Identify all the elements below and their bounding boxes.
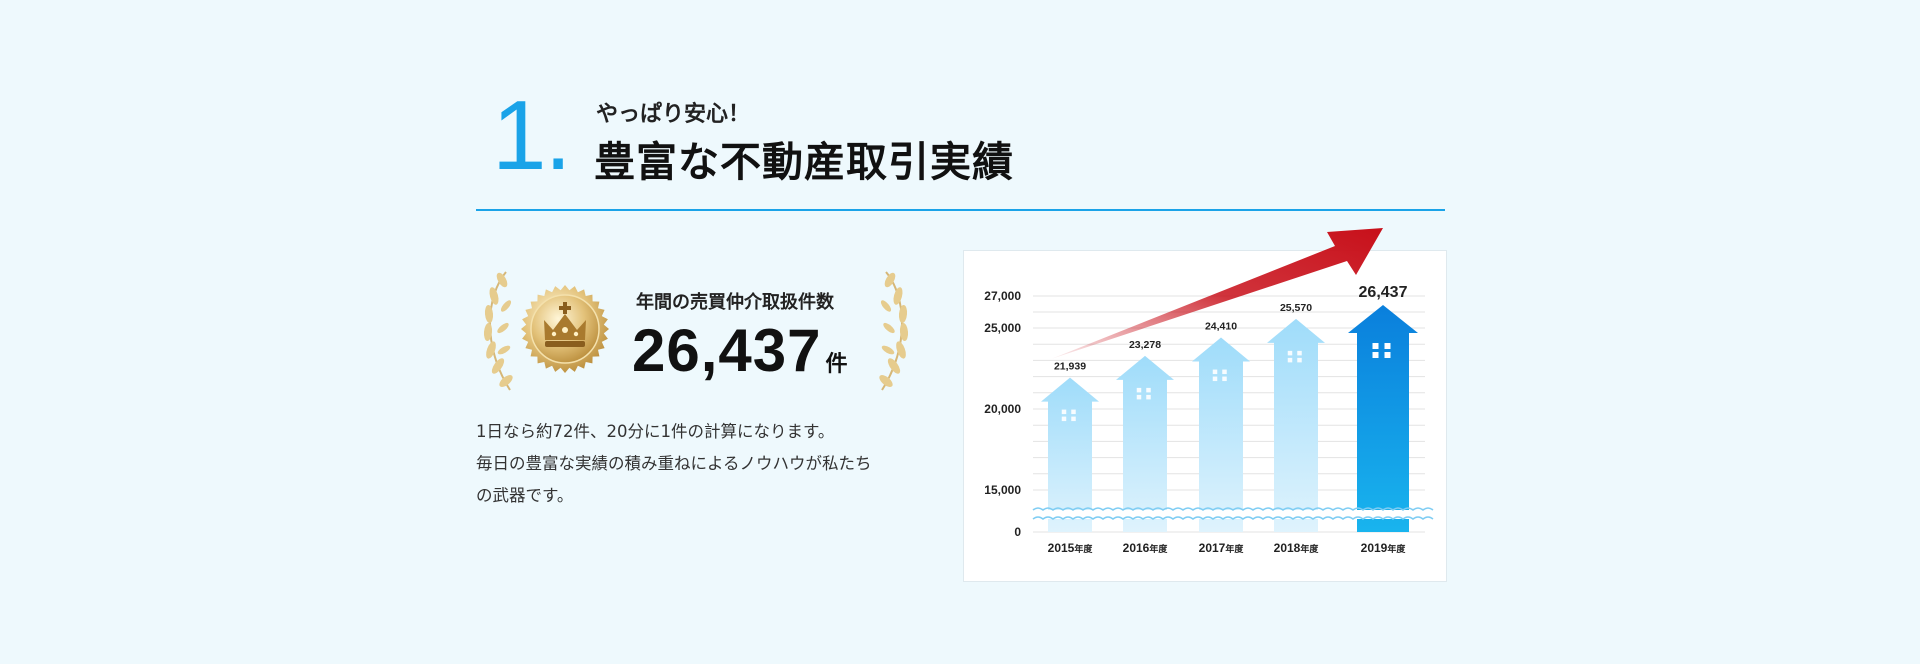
description-line: 1日なら約72件、20分に1件の計算になります。 (476, 422, 835, 441)
window-icon (1136, 387, 1151, 400)
section-subtitle: やっぱり安心！ (596, 102, 751, 127)
award-number: 26,437 (632, 317, 822, 384)
y-tick-label: 20,000 (984, 402, 1021, 416)
axis-break-wave (1032, 507, 1434, 511)
category-label: 2019年度 (1361, 541, 1407, 555)
trend-arrow-icon (1051, 228, 1383, 359)
bar (1348, 305, 1418, 532)
window-icon (1061, 409, 1076, 422)
laurel-right-icon (879, 271, 909, 391)
y-tick-label: 0 (1014, 525, 1021, 539)
value-label: 24,410 (1205, 321, 1237, 333)
description-line: の武器です。 (476, 486, 574, 505)
bar (1192, 337, 1250, 532)
award-value: 26,437 件 (632, 316, 849, 385)
section-number: 1. (492, 80, 572, 190)
value-label: 26,437 (1359, 284, 1408, 301)
bar (1041, 377, 1099, 532)
laurel-left-icon (483, 271, 513, 391)
window-icon (1287, 350, 1302, 363)
category-label: 2018年度 (1274, 541, 1320, 555)
value-label: 23,278 (1129, 339, 1161, 351)
section-title: 豊富な不動産取引実績 (594, 138, 1014, 186)
award-block: 年間の売買仲介取扱件数 26,437 件 (476, 266, 916, 396)
category-label: 2016年度 (1123, 541, 1169, 555)
bar (1267, 318, 1325, 532)
description: 1日なら約72件、20分に1件の計算になります。 毎日の豊富な実績の積み重ねによ… (476, 416, 936, 512)
bar-chart: 0 15,000 20,000 25,000 27,000 21,939 2015年度 23… (984, 228, 1434, 555)
y-tick-label: 15,000 (984, 483, 1021, 497)
category-label: 2015年度 (1048, 541, 1094, 555)
award-unit: 件 (825, 352, 849, 377)
award-label: 年間の売買仲介取扱件数 (636, 292, 834, 313)
category-label: 2017年度 (1199, 541, 1245, 555)
bar (1116, 355, 1174, 532)
heading-divider (476, 209, 1445, 211)
description-line: 毎日の豊富な実績の積み重ねによるノウハウが私たち (476, 454, 872, 473)
value-label: 21,939 (1054, 361, 1086, 373)
value-label: 25,570 (1280, 302, 1312, 314)
y-tick-label: 25,000 (984, 321, 1021, 335)
window-icon (1372, 343, 1391, 359)
crown-medal-icon (521, 285, 609, 373)
y-tick-label: 27,000 (984, 289, 1021, 303)
window-icon (1212, 369, 1227, 382)
axis-break-wave (1032, 516, 1434, 520)
